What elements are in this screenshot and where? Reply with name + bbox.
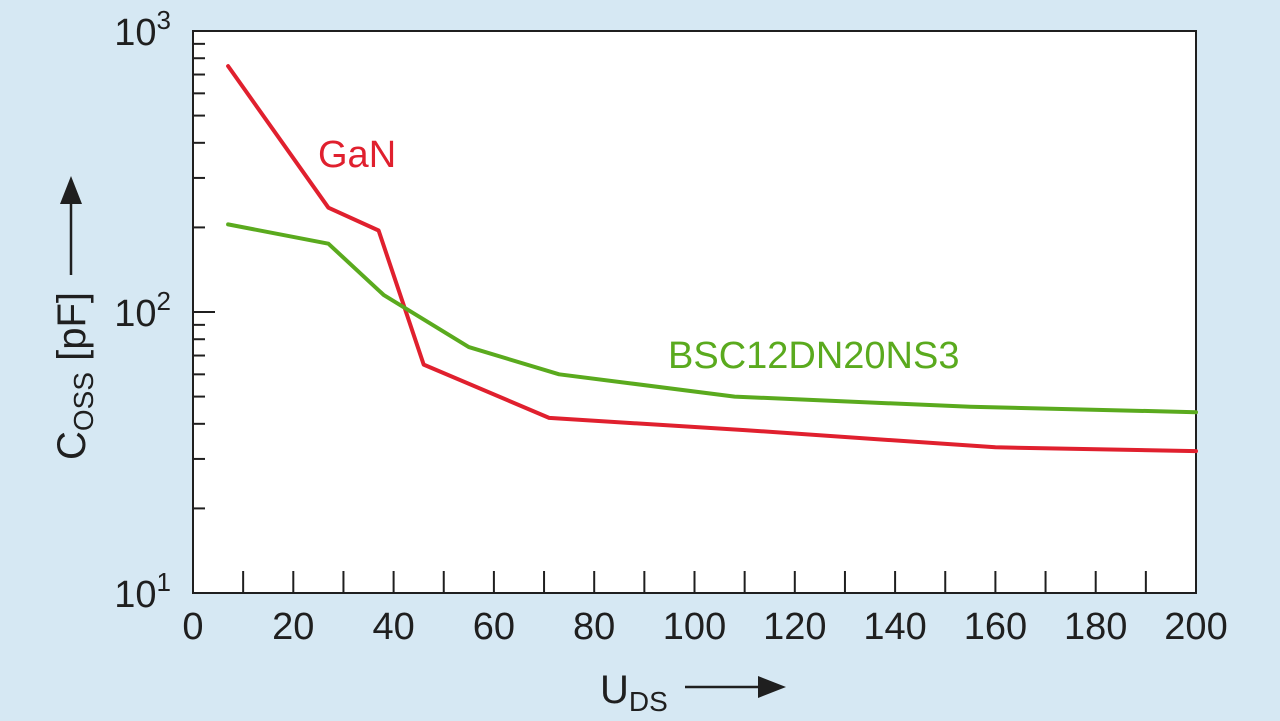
x-tick-label: 100 [663,606,726,648]
series-lines [226,64,1198,454]
x-tick-label: 80 [573,606,615,648]
x-tick-label: 60 [473,606,515,648]
series-label-gan: GaN [318,134,396,176]
x-tick-label: 40 [372,606,414,648]
y-tick-label: 102 [114,286,171,335]
svg-text:COSS [pF]: COSS [pF] [50,292,99,460]
plot-area [192,30,1197,594]
x-axis-title-main: U [600,668,629,712]
series-label-bsc: BSC12DN20NS3 [668,335,959,377]
x-tick-label: 0 [182,606,203,648]
y-tick-label: 101 [114,567,171,616]
x-tick-label: 160 [964,606,1027,648]
x-axis-title-sub: DS [629,686,668,717]
y-tick-label: 103 [114,5,171,54]
x-axis-arrow-head [758,676,786,698]
svg-text:UDS: UDS [600,668,668,717]
x-tick-label: 140 [863,606,926,648]
y-axis-arrow-head [60,176,82,204]
x-tick-label: 120 [763,606,826,648]
y-axis-title: COSS [pF] [50,176,99,460]
series-line-gan [226,64,1198,454]
y-axis-title-sub: OSS [68,372,99,431]
ticks [192,30,1197,594]
x-tick-label: 180 [1064,606,1127,648]
x-tick-label: 200 [1164,606,1227,648]
tick-labels: 0 20 40 60 80 100 120 140 160 180 200 101 102 103 [114,5,1227,648]
y-axis-title-unit: [pF] [50,292,94,372]
x-tick-label: 20 [272,606,314,648]
x-axis-title: UDS [600,668,786,717]
y-axis-title-main: C [50,431,94,460]
series-line-bsc [226,222,1198,415]
